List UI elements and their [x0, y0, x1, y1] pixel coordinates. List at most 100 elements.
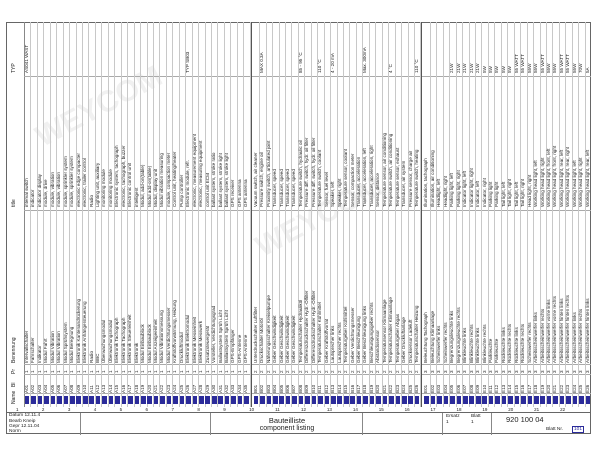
designation-english: Transducer, acceleration: [355, 156, 361, 207]
component-marker: [572, 396, 578, 404]
component-id: B16: [349, 384, 355, 393]
page-ref: 1: [36, 370, 42, 373]
component-id: E01: [423, 384, 429, 393]
designation-german: Arbeitsscheinwerfer vorne links: [546, 299, 551, 363]
component-id: E24: [571, 384, 577, 393]
designation-english: Parking light: [494, 181, 500, 207]
designation-english: module, compaction meter: [165, 152, 171, 207]
page-ref: 1: [30, 370, 36, 373]
ruler-tick: 3: [67, 407, 71, 412]
designation-german: Temperatursensor Klimaanlage: [381, 299, 387, 363]
component-id: A21: [153, 384, 158, 393]
component-marker: [437, 396, 442, 404]
page-number: 101: [572, 426, 585, 433]
page-ref: 1: [43, 370, 49, 373]
designation-german: Beleuchtung Tachograph: [423, 312, 429, 363]
component-id: A12: [94, 384, 100, 393]
designation-german: Temperaturgeber Abgas: [394, 313, 400, 363]
component-id: A06: [56, 384, 62, 393]
page-ref: 1: [62, 370, 68, 373]
component-marker: [186, 396, 191, 404]
ruler-tick: 9: [223, 407, 226, 412]
page-ref: 2: [394, 370, 400, 373]
designation-english: ballast system, stroke light: [223, 153, 229, 207]
designation-german: Temperaturgeber Kühlmittel: [343, 306, 349, 363]
component-id: A25: [178, 384, 184, 393]
page-ref: 1: [211, 370, 217, 373]
designation-german: Drucksensor Ladeluft: [407, 319, 413, 363]
component-id: B10: [310, 384, 316, 393]
component-id: B18: [362, 384, 368, 393]
component-id: B07: [291, 384, 297, 393]
component-id: B23: [394, 384, 400, 393]
designation-german: Rückleuchte rechts: [507, 323, 513, 363]
page-ref: 1: [75, 370, 81, 373]
designation-german: Modul Sprühsystem: [62, 322, 68, 363]
page-ref: 1: [217, 370, 223, 373]
component-marker: [337, 396, 343, 404]
page-ref: 1: [153, 370, 158, 373]
designation-german: Geber Beschleunigung: [355, 316, 361, 363]
component-marker: [585, 396, 591, 404]
designation-german: Intervallschalter: [24, 330, 29, 363]
designation-german: BBC: [94, 353, 100, 363]
component-marker: [456, 396, 462, 404]
component-type: 85 - 95 °C: [297, 52, 303, 73]
designation-german: Geber Beschleunigung links: [362, 305, 368, 363]
page-ref: 1: [101, 370, 107, 373]
designation-english: Tail light, right: [507, 178, 513, 207]
ersatz-value: 1: [446, 420, 449, 425]
page-ref: 2: [259, 370, 265, 373]
page-ref: 2: [343, 370, 349, 373]
component-id: A14: [107, 384, 113, 393]
component-id: A20: [146, 384, 152, 393]
component-id: A05: [49, 384, 55, 393]
designation-german: Geber Geschwindigkeit: [291, 315, 297, 364]
page-ref: 3: [436, 370, 442, 373]
designation-german: Scheinwerfer rechts: [442, 322, 448, 363]
designation-english: monitoring module: [107, 169, 113, 207]
tb-sheet-info: Ersatz 1 Blatt 1: [442, 413, 492, 435]
header-pr: Pr: [11, 369, 17, 374]
component-type: 55W: [552, 63, 558, 73]
page-ref: 2: [285, 370, 290, 373]
component-marker: [331, 396, 336, 404]
designation-english: Pressure diff. switch, hydr. oil filter: [310, 137, 316, 207]
designation-german: GPS-Antenne: [243, 334, 249, 363]
page-ref: 2: [317, 370, 323, 373]
designation-german: Geber Verdichtungsmesser: [349, 307, 355, 363]
designation-german: Rückleuchte links: [500, 327, 506, 363]
designation-english: Pressure diff. switch, hydr. oil filter: [304, 137, 310, 207]
component-marker: [559, 396, 565, 404]
ruler-tick: 6: [145, 407, 149, 412]
component-id: A09: [75, 384, 81, 393]
page-ref: 3: [539, 370, 545, 373]
component-id: A10: [82, 384, 88, 393]
group-separator: [421, 22, 423, 407]
designation-german: Überwachungsmodul: [101, 319, 107, 363]
component-id: E07: [462, 384, 468, 393]
component-type: MAX 0.3A: [259, 52, 265, 73]
component-id: E25: [578, 384, 584, 393]
component-marker: [224, 396, 230, 404]
designation-english: Tail light, left: [500, 181, 506, 207]
component-marker: [50, 396, 56, 404]
designation-german: Modul Vibration: [56, 331, 62, 363]
page-ref: 3: [500, 370, 506, 373]
title-german: Bauteilliste: [268, 416, 306, 425]
designation-english: Temperature switch, coolant: [317, 149, 323, 207]
component-id: B19: [368, 384, 374, 393]
component-type: Max. 300mA: [362, 47, 368, 73]
gepr-value: 12.11.04: [21, 424, 40, 429]
component-id: B12: [323, 384, 329, 393]
page-ref: 2: [330, 370, 336, 373]
component-marker: [108, 396, 114, 404]
designation-german: Modul Einbaublock: [146, 324, 152, 363]
component-marker: [153, 396, 159, 404]
designation-german: Scheinwerfer links: [436, 325, 442, 363]
designation-english: Transducer, speed: [285, 169, 290, 207]
component-type: 5W: [500, 66, 506, 73]
designation-english: Temperature switch, heating: [414, 149, 419, 207]
designation-german: Geber Geschwindigkeit: [278, 315, 284, 364]
designation-english: Working head light, rear, left: [558, 149, 564, 207]
